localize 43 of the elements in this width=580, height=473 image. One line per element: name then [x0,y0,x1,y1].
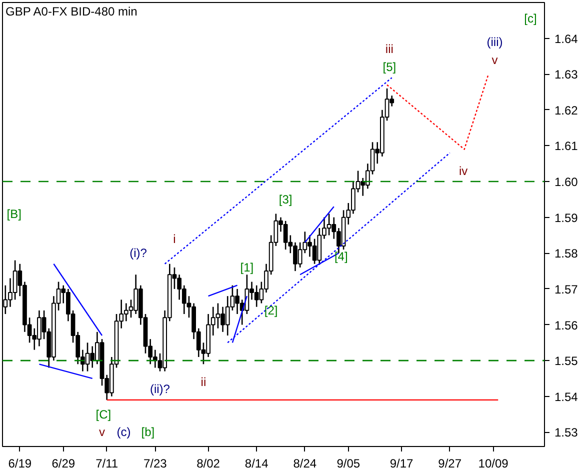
annotation: (iii) [486,34,503,49]
y-tick-label: 1.59 [554,210,578,225]
y-tick-label: 1.62 [554,103,578,118]
annotation: [c] [524,12,537,26]
x-tick-label: 9/27 [438,456,462,470]
annotation: [3] [278,192,292,206]
annotation: [5] [382,60,396,74]
annotation: i [173,232,176,246]
y-tick-label: 1.63 [554,68,578,82]
y-tick-label: 1.56 [554,318,578,332]
x-tick-label: 8/02 [196,456,220,470]
annotation: iii [385,42,394,56]
y-tick-label: 1.55 [554,354,578,368]
y-tick-label: 1.57 [554,282,578,296]
annotation: iv [459,164,468,178]
x-tick-label: 8/24 [293,456,317,470]
annotation: v [492,52,498,67]
annotation: [b] [141,425,155,440]
x-tick-label: 6/19 [8,456,32,470]
chart-title: GBP A0-FX BID-480 min [6,4,138,18]
annotation: [C] [96,407,112,422]
y-tick-label: 1.64 [554,32,578,46]
x-tick-label: 10/09 [478,456,509,470]
x-tick-label: 7/23 [143,456,168,470]
y-tick-label: 1.61 [554,139,578,154]
x-tick-label: 9/05 [336,456,360,470]
y-tick-label: 1.54 [554,390,578,404]
annotation: ii [200,375,206,390]
annotation: (ii)? [150,382,170,396]
annotation: [B] [6,206,22,221]
x-tick-label: 7/11 [96,456,118,470]
y-tick-label: 1.58 [554,246,578,261]
annotation: v [99,425,106,440]
annotation: (i)? [130,246,148,260]
y-tick-label: 1.60 [554,175,578,190]
annotation: (c) [116,425,131,440]
annotation: [2] [264,303,278,318]
x-tick-label: 9/17 [390,456,414,470]
x-tick-label: 6/29 [52,456,76,470]
annotation: [1] [240,260,254,274]
x-tick-label: 8/14 [244,456,269,470]
y-tick-label: 1.53 [554,426,578,440]
annotation: [4] [334,250,348,264]
